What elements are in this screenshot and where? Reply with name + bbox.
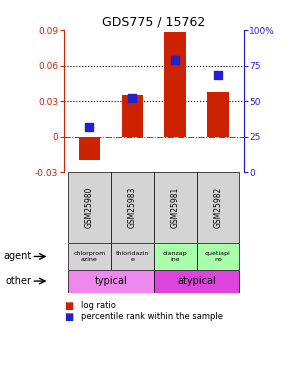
Bar [122, 95, 143, 136]
Bar [154, 270, 239, 292]
Bar [68, 270, 154, 292]
Point [215, 72, 220, 78]
Point [130, 95, 135, 101]
Text: atypical: atypical [177, 276, 216, 286]
Text: typical: typical [95, 276, 127, 286]
Bar [197, 243, 239, 270]
Bar [111, 172, 154, 243]
Bar [154, 243, 197, 270]
Text: GSM25982: GSM25982 [213, 187, 222, 228]
Point [87, 124, 92, 130]
Text: percentile rank within the sample: percentile rank within the sample [81, 312, 223, 321]
Bar [164, 32, 186, 136]
Text: GSM25980: GSM25980 [85, 187, 94, 228]
Text: quetiapi
ne: quetiapi ne [205, 251, 231, 262]
Bar [207, 92, 229, 136]
Text: thioridazin
e: thioridazin e [116, 251, 149, 262]
Text: agent: agent [3, 252, 31, 261]
Text: GSM25983: GSM25983 [128, 187, 137, 228]
Bar [111, 243, 154, 270]
Text: ■: ■ [64, 301, 73, 310]
Bar [68, 172, 111, 243]
Point [173, 57, 177, 63]
Bar [79, 136, 100, 160]
Text: chlorprom
azine: chlorprom azine [73, 251, 106, 262]
Text: GSM25981: GSM25981 [171, 187, 180, 228]
Bar [154, 172, 197, 243]
Title: GDS775 / 15762: GDS775 / 15762 [102, 16, 205, 29]
Text: other: other [6, 276, 31, 286]
Text: ■: ■ [64, 312, 73, 322]
Bar [197, 172, 239, 243]
Text: log ratio: log ratio [81, 301, 116, 310]
Text: olanzap
ine: olanzap ine [163, 251, 187, 262]
Bar [68, 243, 111, 270]
